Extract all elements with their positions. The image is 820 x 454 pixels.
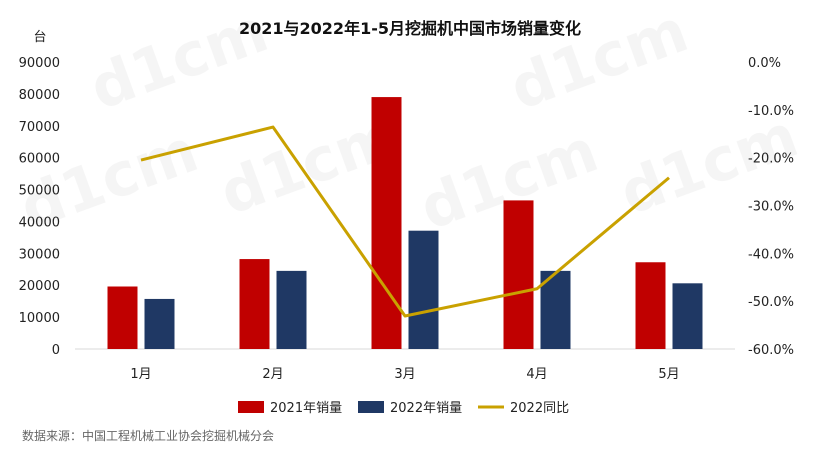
right-tick-label: -20.0% [748,152,794,167]
bar [540,270,571,349]
bar [672,283,703,349]
category-label: 5月 [658,367,679,382]
left-axis: 0 10000 20000 30000 40000 50000 60000 70000 8000… [19,56,60,358]
bar [276,270,307,349]
left-tick-label: 90000 [19,56,60,71]
line-series [140,125,670,318]
category-label: 1月 [130,367,151,382]
chart-title: 2021与2022年1-5月挖掘机中国市场销量变化 [239,19,581,38]
bar [144,298,175,349]
category-label: 3月 [394,367,415,382]
left-tick-label: 20000 [19,279,60,294]
right-axis: 0.0% -10.0% -20.0% -30.0% -40.0% -50.0% -60.0% [748,56,794,358]
legend-label: 2022年销量 [390,401,462,416]
right-tick-label: -60.0% [748,343,794,358]
left-tick-label: 10000 [19,311,60,326]
bar [503,200,534,349]
left-tick-label: 60000 [19,152,60,167]
legend-label: 2021年销量 [270,401,342,416]
bar [107,286,138,349]
left-tick-label: 80000 [19,88,60,103]
left-tick-label: 50000 [19,184,60,199]
bars [107,97,703,349]
bar [239,259,270,349]
left-tick-label: 40000 [19,215,60,230]
right-tick-label: -10.0% [748,104,794,119]
series-line [140,125,670,318]
source-note: 数据来源：中国工程机械工业协会挖掘机械分会 [22,428,274,443]
bar [635,262,666,349]
left-axis-unit: 台 [33,30,46,45]
right-tick-label: 0.0% [748,56,781,71]
right-tick-label: -30.0% [748,200,794,215]
category-label: 2月 [262,367,283,382]
category-labels: 1月 2月 3月 4月 5月 [130,367,679,382]
bar [371,97,402,349]
left-tick-label: 30000 [19,247,60,262]
legend-swatch [358,401,384,413]
category-label: 4月 [526,367,547,382]
legend: 2021年销量 2022年销量 2022同比 [238,401,569,416]
legend-swatch [238,401,264,413]
bar [408,230,439,349]
right-tick-label: -40.0% [748,247,794,262]
left-tick-label: 0 [52,343,60,358]
legend-label: 2022同比 [510,401,569,416]
left-tick-label: 70000 [19,120,60,135]
right-tick-label: -50.0% [748,295,794,310]
